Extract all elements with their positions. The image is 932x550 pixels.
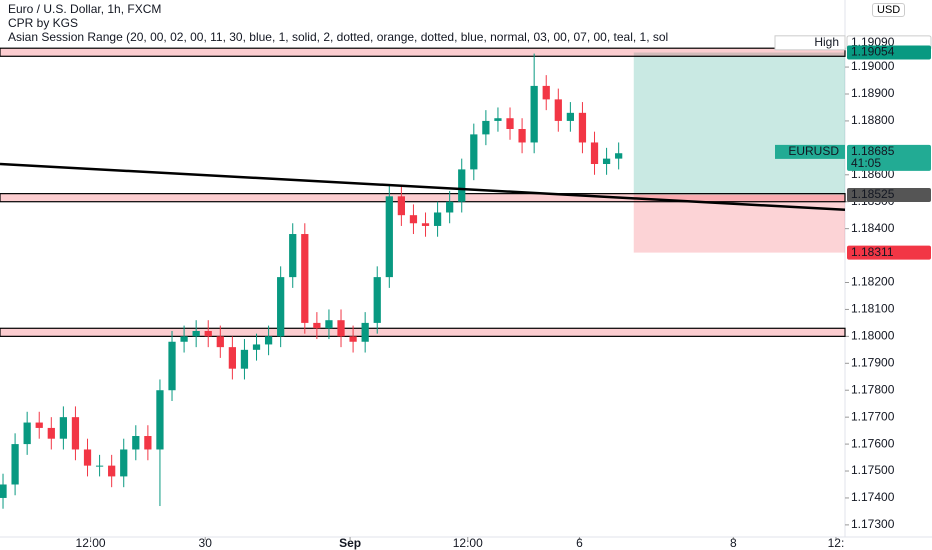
chart-title: Euro / U.S. Dollar, 1h, FXCM <box>8 2 162 16</box>
candle-body <box>446 201 454 213</box>
y-tick-label: 1.18200 <box>851 275 895 289</box>
price-label: 1.18311 <box>851 245 894 259</box>
x-tick-label: 12: <box>828 536 845 550</box>
candle-body <box>59 417 67 439</box>
legend: Euro / U.S. Dollar, 1h, FXCM CPR by KGS … <box>8 2 668 44</box>
candle-body <box>313 322 321 329</box>
y-tick-label: 1.18800 <box>851 113 895 127</box>
candle-body <box>615 153 623 159</box>
price-label: 1.18685 <box>851 144 895 158</box>
candle-body <box>397 196 405 216</box>
candle-body <box>421 223 430 226</box>
candle-body <box>482 120 490 135</box>
y-tick-label: 1.17800 <box>851 382 895 396</box>
candle-body <box>542 85 550 100</box>
price-label: 1.18525 <box>851 187 895 201</box>
price-label-box <box>847 245 931 260</box>
candle-body <box>325 320 333 329</box>
y-tick-label: 1.17900 <box>851 355 895 369</box>
y-tick-label: 1.17700 <box>851 409 895 423</box>
candle-body <box>458 169 466 202</box>
candle-body <box>530 85 538 143</box>
tag-box <box>775 144 845 159</box>
candle-body <box>168 341 176 391</box>
trendline <box>0 162 846 212</box>
candle-body <box>0 484 7 498</box>
tag-box <box>774 35 846 51</box>
price-tag: High <box>814 35 839 49</box>
x-tick-label: 12:00 <box>453 536 483 550</box>
y-tick-label: 1.17400 <box>851 490 895 504</box>
candle-body <box>277 277 285 337</box>
candle-body <box>433 212 442 226</box>
x-tick-label: 12:00 <box>76 536 106 550</box>
candle-body <box>228 347 236 369</box>
zone <box>0 327 846 337</box>
candle-body <box>252 344 261 350</box>
candle-body <box>385 196 393 278</box>
x-tick-label: 30 <box>199 536 213 550</box>
candle-body <box>590 142 599 165</box>
candle-body <box>23 422 31 445</box>
y-tick-label: 1.17600 <box>851 436 895 450</box>
candle-body <box>47 427 55 439</box>
x-tick-label: 6 <box>576 536 583 550</box>
candle-body <box>83 449 92 466</box>
candle-body <box>470 134 478 170</box>
candle-body <box>240 349 249 369</box>
candle-body <box>578 112 587 143</box>
price-tag: EURUSD <box>788 144 839 158</box>
price-label-box <box>847 144 931 171</box>
candle-body <box>566 112 574 121</box>
zone <box>0 193 846 203</box>
candle-body <box>301 234 309 323</box>
candle-body <box>108 465 116 477</box>
candle-body <box>95 465 104 467</box>
price-label-box <box>847 45 931 60</box>
x-tick-label: 8 <box>730 536 737 550</box>
target-zone <box>633 52 845 195</box>
y-tick-label: 1.18000 <box>851 329 895 343</box>
candle-body <box>289 234 297 278</box>
price-label: 1.19090 <box>851 35 895 49</box>
y-tick-label: 1.18100 <box>851 302 895 316</box>
candle-body <box>180 336 188 342</box>
candle-body <box>506 118 514 129</box>
currency-button[interactable]: USD <box>872 3 906 17</box>
candle-body <box>156 390 164 450</box>
candle-body <box>518 128 526 143</box>
candle-body <box>494 118 502 121</box>
candle-body <box>204 330 212 337</box>
x-tick-label: Sep <box>339 536 361 550</box>
y-tick-label: 1.18400 <box>851 221 895 235</box>
y-tick-label: 1.19000 <box>851 59 895 73</box>
candle-body <box>361 322 369 342</box>
indicator: Asian Session Range (20, 00, 02, 00, 11,… <box>8 30 669 44</box>
candle-body <box>409 215 418 224</box>
candle-body <box>132 436 140 450</box>
candle-body <box>11 444 19 485</box>
zone <box>0 47 846 57</box>
candle-body <box>554 99 562 121</box>
indicator: CPR by KGS <box>8 16 79 30</box>
candle-body <box>35 422 43 428</box>
candle-body <box>602 158 611 165</box>
y-tick-label: 1.18900 <box>851 86 895 100</box>
candle-body <box>71 417 80 450</box>
countdown: 41:05 <box>851 156 881 170</box>
candle-body <box>192 330 200 337</box>
candle-body <box>216 336 224 348</box>
candle-body <box>144 436 152 450</box>
candle-body <box>373 277 381 323</box>
price-label: 1.19054 <box>851 45 895 59</box>
candle-body <box>120 449 128 477</box>
candle-body <box>349 336 357 342</box>
price-label-box <box>847 187 931 202</box>
candle-body <box>337 320 345 337</box>
y-tick-label: 1.17500 <box>851 463 895 477</box>
y-tick-label: 1.17300 <box>851 517 895 531</box>
candle-body <box>264 336 273 345</box>
